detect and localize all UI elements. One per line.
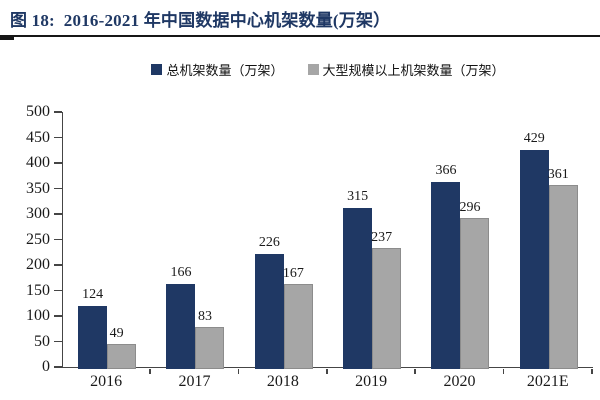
title-divider (0, 35, 600, 37)
x-axis-tick (237, 368, 240, 374)
y-axis-tick-label: 0 (42, 358, 50, 375)
y-axis-tick-label: 500 (26, 103, 50, 120)
bar-large-scale-racks-2019: 237 (371, 230, 402, 369)
y-axis-tick (54, 111, 62, 113)
bar-total-racks-2017: 166 (166, 265, 196, 369)
x-axis-tick (502, 368, 505, 374)
bar-value-label: 429 (523, 131, 545, 147)
bar-large-scale-racks-2018: 167 (283, 266, 313, 369)
x-axis-tick-label: 2017 (178, 373, 211, 390)
y-axis-tick (54, 366, 62, 368)
x-axis-tick-label: 2021E (526, 373, 569, 390)
legend-item-total-racks: 总机架数量（万架） (151, 60, 284, 79)
bar-value-label: 167 (282, 265, 304, 281)
x-axis-tick (414, 368, 416, 374)
bar-large-scale-racks-2021E: 361 (548, 167, 578, 369)
bar-total-racks-2021E: 429 (519, 131, 549, 369)
y-axis-tick (54, 264, 62, 266)
bar-value-label: 296 (459, 200, 481, 216)
x-axis-tick (149, 368, 151, 374)
y-axis-tick-label: 400 (26, 154, 50, 171)
figure-title: 图 18: 2016-2021 年中国数据中心机架数量(万架） (10, 11, 391, 30)
chart-legend: 总机架数量（万架） 大型规模以上机架数量（万架） (28, 60, 600, 79)
bar-total-racks-2020: 366 (431, 163, 461, 369)
bar-large-scale-racks-2020: 296 (459, 200, 490, 369)
bar-value-label: 366 (435, 163, 457, 179)
bar-group-2016: 124 49 (63, 112, 151, 369)
y-axis-tick-label: 300 (26, 205, 50, 222)
y-axis-tick (54, 289, 62, 292)
bar-group-2019: 315 237 (328, 112, 416, 369)
legend-swatch-large-scale-racks (307, 64, 319, 75)
x-axis-tick-label: 2019 (355, 373, 388, 390)
y-axis-tick (54, 315, 62, 317)
legend-label-total-racks: 总机架数量（万架） (166, 63, 284, 78)
bar-large-scale-racks-2017: 83 (195, 309, 225, 369)
bar-total-racks-2019: 315 (343, 189, 373, 369)
legend-label-large-scale-racks: 大型规模以上机架数量（万架） (322, 63, 505, 78)
bar-large-scale-racks-2016: 49 (107, 326, 137, 369)
bar-value-label: 226 (258, 234, 280, 250)
x-axis-tick-label: 2020 (443, 373, 476, 390)
title-divider-tab (0, 35, 14, 40)
x-axis-tick-label: 2018 (266, 373, 299, 390)
x-axis-tick (591, 368, 593, 374)
bar-value-label: 49 (109, 326, 124, 342)
x-axis-labels: 2016 2017 2018 2019 2020 2021E (62, 373, 592, 391)
y-axis-tick (54, 340, 62, 343)
bar-group-2021E: 429 361 (505, 112, 593, 369)
bar-value-label: 83 (197, 308, 212, 324)
bar-value-label: 361 (547, 166, 569, 182)
y-axis-tick (54, 136, 62, 139)
bar-value-label: 237 (371, 230, 393, 246)
x-axis-tick-label: 2016 (90, 373, 123, 390)
bar-total-racks-2018: 226 (254, 235, 284, 369)
y-axis-tick (54, 238, 62, 241)
y-axis-tick-label: 350 (26, 179, 50, 197)
bar-groups: 124 49 166 83 226 167 315 237 366 296 429 361 (63, 112, 593, 369)
y-axis-tick (54, 162, 62, 164)
y-axis-tick-label: 450 (26, 128, 50, 146)
y-axis-tick (54, 213, 62, 215)
bar-group-2018: 226 167 (240, 112, 328, 369)
y-axis-tick-label: 150 (26, 281, 50, 299)
y-axis-tick-label: 50 (34, 332, 50, 350)
y-axis-tick (54, 187, 62, 190)
y-axis-tick-label: 100 (26, 307, 50, 324)
plot-area: 124 49 166 83 226 167 315 237 366 296 429 361 (62, 112, 593, 369)
bar-value-label: 166 (170, 265, 192, 281)
bar-value-label: 124 (82, 286, 104, 302)
legend-item-large-scale-racks: 大型规模以上机架数量（万架） (307, 60, 505, 79)
x-axis-tick (326, 368, 328, 374)
bar-value-label: 315 (347, 189, 369, 205)
bar-group-2017: 166 83 (151, 112, 239, 369)
y-axis-tick-label: 200 (26, 256, 50, 273)
legend-swatch-total-racks (151, 64, 163, 75)
bar-group-2020: 366 296 (416, 112, 504, 369)
y-axis-tick-label: 250 (26, 230, 50, 248)
bar-total-racks-2016: 124 (78, 287, 108, 369)
